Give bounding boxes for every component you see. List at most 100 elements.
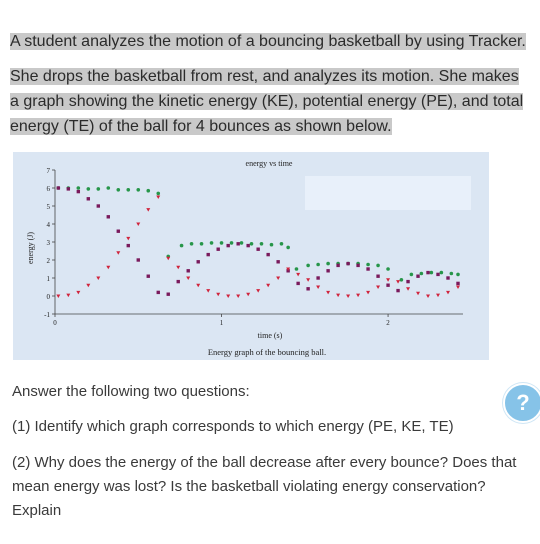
series-1-point [326,261,330,266]
series-2-point [326,269,330,273]
y-tick-label: -1 [44,311,50,319]
series-1-point [419,271,424,276]
series-2-point [266,252,270,257]
series-1-point [116,188,121,192]
series-2-point [136,258,140,262]
series-2-point [96,204,100,208]
series-2-point [156,290,160,295]
series-2-point [246,243,250,248]
series-3-point [256,289,261,293]
series-2-point [106,215,110,219]
question-2: (2) Why does the energy of the ball decr… [12,454,517,519]
series-2-point [446,276,450,280]
series-1-point [156,191,161,196]
series-3-point [186,276,191,280]
series-1-point [126,188,131,192]
series-3-point [326,290,331,295]
series-2-point [236,242,240,246]
series-3-point [456,285,461,289]
series-1-point [316,262,320,267]
series-2-point [206,252,210,257]
series-3-point [296,272,301,277]
series-3-point [356,293,361,298]
series-2-point [56,186,61,190]
y-tick-label: 2 [47,257,51,265]
series-3-point [156,195,161,199]
series-2-point [186,269,190,273]
series-1-point [136,188,141,192]
series-3-point [276,276,281,280]
energy-chart: energy vs time energy (J) time (s) Energ… [26,159,463,357]
series-3-point [376,285,381,289]
series-1-point [209,241,214,245]
series-1-point [269,242,274,247]
y-tick-label: 6 [47,185,51,193]
series-2-point [456,281,460,286]
series-3-point [206,289,211,293]
series-1-point [439,270,444,275]
series-3-point [96,276,101,280]
series-1-point [249,242,254,246]
series-2-point [226,243,230,248]
series-3-point [176,265,181,270]
series-3-point [406,287,411,291]
series-3-point [366,290,371,295]
x-tick-label: 0 [53,319,57,327]
series-2-point [116,229,120,233]
help-button[interactable]: ? [503,383,540,423]
series-1-point [409,272,414,277]
series-3-point [286,267,291,271]
y-tick-label: 4 [47,221,51,229]
series-2-point [126,243,130,248]
x-tick-label: 2 [386,319,390,327]
series-1-point [286,245,290,250]
series-1-point [86,187,91,191]
series-3-point [226,294,231,298]
series-1-point [294,267,299,271]
series-1-point [189,242,194,246]
y-tick-label: 0 [47,293,51,301]
series-3-point [386,278,391,282]
series-3-point [196,283,201,288]
x-tick-label: 1 [220,319,224,327]
series-3-point [146,208,151,212]
series-2-point [366,267,370,271]
series-1-point [239,241,244,245]
series-1-point [96,187,101,191]
chart-title: energy vs time [246,159,293,168]
series-3-point [116,251,121,255]
series-3-point [446,290,451,295]
series-3-point [346,294,351,298]
series-2-point [336,263,340,268]
series-1-point [386,267,390,271]
intro-line-1: A student analyzes the motion of a bounc… [10,33,526,50]
series-2-point [216,247,220,251]
series-3-point [86,283,91,288]
prompt-text: Answer the following two questions: [12,383,250,400]
series-3-point [126,236,131,241]
series-3-point [246,292,251,297]
series-3-point [106,265,111,270]
series-1-point [429,270,434,275]
series-2-point [316,276,320,280]
series-3-point [306,278,311,282]
series-2-point [256,247,260,251]
series-2-point [86,197,91,201]
series-2-point [296,281,300,286]
question-1: (1) Identify which graph corresponds to … [12,418,454,435]
series-2-point [376,274,380,278]
series-2-point [176,279,180,284]
series-1-point [456,272,460,277]
series-3-point [56,294,61,298]
series-2-point [276,260,280,264]
chart-marks [56,186,461,298]
series-3-point [66,293,71,298]
help-icon: ? [516,390,530,415]
series-3-point [416,291,421,296]
series-1-point [366,262,370,267]
series-2-point [76,189,81,194]
series-3-point [436,293,441,298]
intro-line-2: She drops the basketball from rest, and … [10,68,524,135]
series-2-point [146,274,150,278]
